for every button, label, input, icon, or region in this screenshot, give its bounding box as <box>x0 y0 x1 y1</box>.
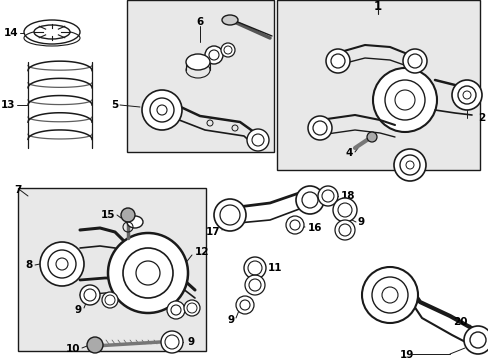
Circle shape <box>214 199 245 231</box>
Ellipse shape <box>24 20 80 44</box>
Circle shape <box>236 296 253 314</box>
Circle shape <box>307 116 331 140</box>
Text: 2: 2 <box>477 113 484 123</box>
Text: 17: 17 <box>205 227 220 237</box>
Circle shape <box>285 216 304 234</box>
Ellipse shape <box>127 216 142 228</box>
Circle shape <box>80 285 100 305</box>
Circle shape <box>142 90 182 130</box>
Circle shape <box>87 337 103 353</box>
Circle shape <box>372 68 436 132</box>
Circle shape <box>295 186 324 214</box>
Text: 16: 16 <box>307 223 322 233</box>
Circle shape <box>246 129 268 151</box>
Circle shape <box>332 198 356 222</box>
Text: 15: 15 <box>101 210 115 220</box>
Ellipse shape <box>222 15 238 25</box>
Text: 19: 19 <box>399 350 413 360</box>
Circle shape <box>334 220 354 240</box>
Ellipse shape <box>34 25 70 39</box>
Circle shape <box>167 301 184 319</box>
Text: 9: 9 <box>187 337 195 347</box>
Text: 7: 7 <box>14 185 21 195</box>
Bar <box>276 0 479 170</box>
Text: 13: 13 <box>0 100 15 110</box>
Circle shape <box>121 208 135 222</box>
Circle shape <box>402 49 426 73</box>
Text: 5: 5 <box>110 100 118 110</box>
Text: 3: 3 <box>394 163 401 173</box>
Circle shape <box>366 132 376 142</box>
Circle shape <box>451 80 481 110</box>
Circle shape <box>183 300 200 316</box>
Circle shape <box>361 267 417 323</box>
Circle shape <box>244 257 265 279</box>
Circle shape <box>161 331 183 353</box>
Text: 12: 12 <box>195 247 209 257</box>
Text: 6: 6 <box>196 17 203 27</box>
Text: 9: 9 <box>75 305 82 315</box>
Text: 14: 14 <box>3 28 18 38</box>
Circle shape <box>221 43 235 57</box>
Text: 9: 9 <box>357 217 365 227</box>
Text: 11: 11 <box>267 263 282 273</box>
Circle shape <box>393 149 425 181</box>
Text: 20: 20 <box>452 317 467 327</box>
Bar <box>127 0 273 152</box>
Text: 1: 1 <box>373 0 381 13</box>
Circle shape <box>325 49 349 73</box>
Ellipse shape <box>185 54 209 70</box>
Bar <box>18 188 205 351</box>
Circle shape <box>108 233 187 313</box>
Text: 4: 4 <box>345 148 352 158</box>
Circle shape <box>317 186 337 206</box>
Circle shape <box>244 275 264 295</box>
Text: 9: 9 <box>227 315 235 325</box>
Text: 10: 10 <box>65 344 80 354</box>
Circle shape <box>204 46 223 64</box>
Text: 8: 8 <box>26 260 33 270</box>
Circle shape <box>102 292 118 308</box>
Text: 18: 18 <box>340 191 355 201</box>
Circle shape <box>463 326 488 354</box>
Circle shape <box>40 242 84 286</box>
